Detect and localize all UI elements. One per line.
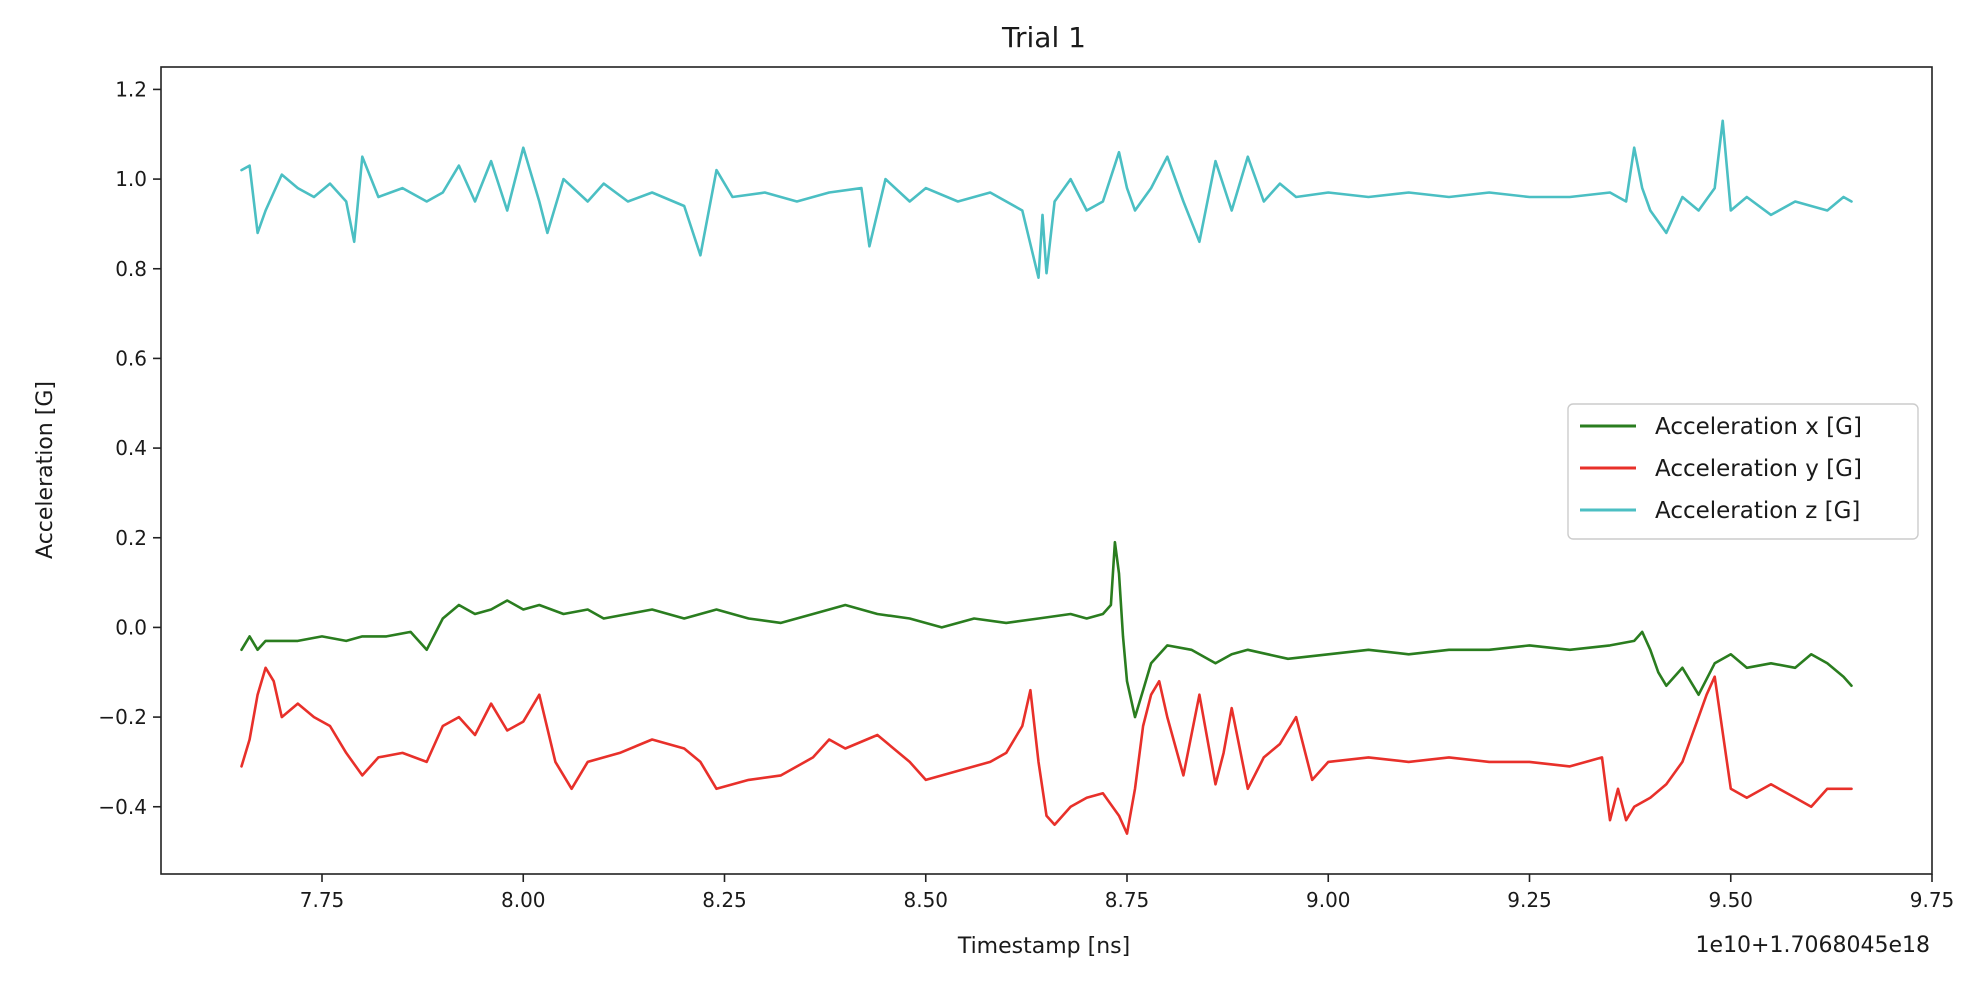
chart-title: Trial 1 [1001, 21, 1086, 54]
x-tick-label: 8.50 [903, 888, 948, 912]
legend-entries: Acceleration x [G] Acceleration y [G] Acce… [1580, 414, 1862, 524]
legend-label-3: Acceleration z [G] [1655, 498, 1860, 524]
x-tick-label: 8.75 [1105, 888, 1150, 912]
y-axis-label: Acceleration [G] [33, 381, 58, 559]
x-tick-label: 8.00 [501, 888, 546, 912]
x-tick-label: 8.25 [702, 888, 747, 912]
series-layer [240, 119, 1853, 835]
x-tick-label: 9.50 [1708, 888, 1753, 912]
plot-frame [160, 66, 1933, 875]
legend-box [1567, 403, 1919, 540]
y-tick-label: 1.2 [115, 77, 147, 101]
series-line-1 [240, 540, 1853, 719]
legend: Acceleration x [G] Acceleration y [G] Acce… [1567, 403, 1919, 540]
y-tick-label: 0.2 [115, 526, 147, 550]
y-tick-label: 0.4 [115, 436, 147, 460]
x-tick-label: 9.25 [1507, 888, 1552, 912]
series-line-2 [240, 666, 1853, 835]
y-tick-label: −0.4 [98, 795, 147, 819]
x-tick-label: 9.00 [1306, 888, 1351, 912]
y-tick-label: 0.6 [115, 346, 147, 370]
legend-label-2: Acceleration y [G] [1655, 456, 1862, 482]
y-tick-label: 1.0 [115, 167, 147, 191]
y-tick-label: −0.2 [98, 705, 147, 729]
legend-label-1: Acceleration x [G] [1655, 414, 1862, 440]
series-line-3 [240, 119, 1853, 280]
y-tick-label: 0.8 [115, 257, 147, 281]
x-tick-label: 9.75 [1910, 888, 1955, 912]
x-tick-label: 7.75 [300, 888, 345, 912]
x-axis-offset-label: 1e10+1.7068045e18 [1696, 933, 1930, 958]
x-axis-ticks: 7.75 8.00 8.25 8.50 8.75 9.00 9.25 9.50 9.75 [300, 874, 1955, 912]
x-axis-label: Timestamp [ns] [957, 934, 1130, 959]
y-axis-ticks: −0.4 −0.2 0.0 0.2 0.4 0.6 0.8 1.0 1.2 [98, 77, 161, 819]
y-tick-label: 0.0 [115, 615, 147, 639]
